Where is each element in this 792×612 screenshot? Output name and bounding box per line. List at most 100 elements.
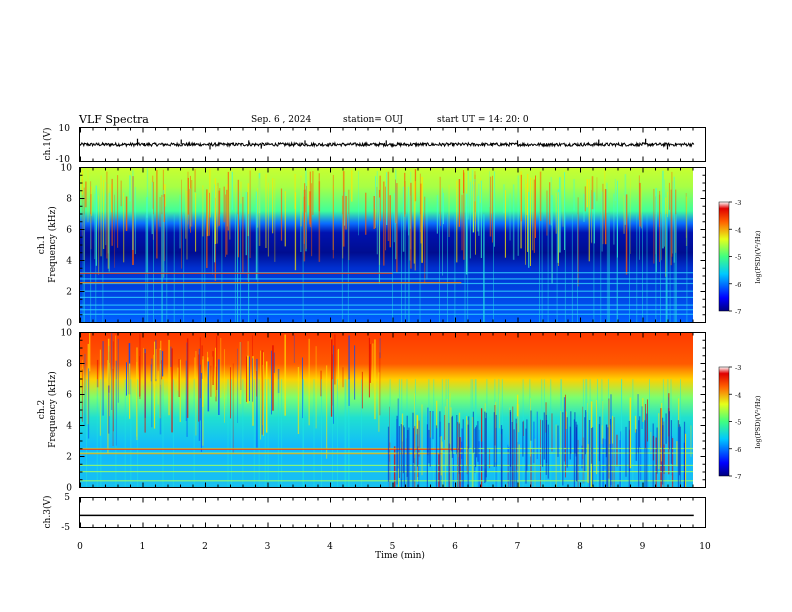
spectrogram-streak: [111, 333, 113, 410]
colorbar-label: log(PSD)(V²/Hz): [754, 230, 762, 283]
spectrogram-impulse: [550, 379, 552, 487]
spectrogram-impulse: [392, 214, 393, 322]
waveform-ch1-ylabel: ch.1(V): [42, 128, 53, 161]
spectrogram-streak: [134, 186, 136, 255]
spectrogram-streak: [640, 447, 642, 481]
spectrogram-impulse: [257, 214, 259, 322]
spectrogram-impulse: [597, 379, 598, 487]
spectrogram-streak: [81, 179, 83, 236]
spectrogram-impulse: [467, 214, 469, 322]
spectrogram-streak: [591, 190, 592, 244]
spectrogram-impulse: [464, 214, 466, 322]
spectrogram-impulse: [675, 214, 676, 322]
spectrogram-streak: [123, 192, 125, 263]
x-tick-label: 1: [140, 542, 146, 552]
header-start-time: start UT = 14: 20: 0: [437, 115, 529, 125]
spectrogram-streak: [503, 184, 505, 214]
spectrogram-streak: [378, 372, 380, 432]
spectrogram-streak: [532, 177, 534, 251]
spectrogram-impulse: [404, 214, 406, 322]
spectrogram-streak: [588, 420, 591, 487]
spectrogram-streak: [397, 398, 399, 469]
spectrogram-streak: [457, 424, 459, 487]
spectrogram-impulse: [541, 214, 543, 322]
spectrogram-streak: [280, 188, 283, 241]
spectrogram-streak: [672, 181, 673, 254]
spectrogram-streak: [586, 179, 588, 208]
spectrogram-streak: [252, 356, 254, 426]
spectrogram-streak: [194, 357, 196, 379]
spectrogram-streak: [179, 194, 181, 249]
spectrogram-streak: [555, 424, 557, 487]
x-tick-label: 9: [640, 542, 646, 552]
spectrogram-streak: [334, 334, 336, 385]
spectrogram-streak: [320, 370, 322, 397]
spectrogram-streak: [258, 178, 261, 246]
spectrogram-streak: [326, 365, 328, 459]
spectrogram-streak: [224, 349, 225, 423]
spectrogram-streak: [465, 193, 468, 275]
spectrogram-streak: [191, 180, 193, 227]
spectrogram-streak: [509, 407, 510, 447]
spectrogram-streak: [646, 413, 648, 487]
spectrogram-streak: [485, 412, 487, 478]
spectrogram-streak: [229, 190, 231, 240]
spectrogram-ytick-label: 0: [66, 319, 72, 329]
spectrogram-impulse: [124, 379, 126, 487]
spectrogram-streak: [583, 193, 585, 222]
x-tick-label: 3: [265, 542, 271, 552]
spectrogram-streak: [81, 369, 83, 422]
spectrogram-impulse: [582, 379, 584, 487]
spectrogram-impulse: [419, 214, 421, 322]
spectrogram-streak: [472, 411, 474, 453]
spectrogram-impulse: [529, 379, 531, 487]
spectrogram-impulse: [258, 379, 260, 487]
spectrogram-streak: [533, 421, 535, 464]
spectrogram-streak: [406, 415, 408, 477]
spectrogram-streak: [426, 424, 428, 487]
spectrogram-streak: [478, 183, 480, 236]
spectrogram-impulse: [667, 379, 669, 487]
spectrogram-streak: [218, 359, 220, 415]
spectrogram-streak: [178, 359, 180, 397]
spectrogram-impulse: [183, 214, 185, 322]
spectrogram-impulse: [498, 379, 500, 487]
spectrogram-streak: [266, 361, 268, 433]
spectrogram-streak: [635, 429, 637, 461]
spectrogram-ytick-label: 6: [66, 226, 72, 236]
spectrogram-impulse: [447, 379, 449, 487]
spectrogram-streak: [601, 400, 604, 452]
spectrogram-streak: [468, 416, 470, 449]
spectrogram-streak: [85, 181, 87, 208]
spectrogram-streak: [216, 185, 218, 244]
spectrogram-streak: [466, 416, 467, 466]
spectrogram-streak: [414, 393, 416, 459]
spectrogram-streak: [379, 175, 381, 221]
spectrogram-streak: [640, 188, 642, 229]
spectrogram-streak: [466, 168, 468, 207]
spectrogram-streak: [368, 337, 370, 398]
spectrogram-impulse: [240, 214, 241, 322]
spectrogram-streak: [620, 431, 622, 487]
spectrogram-ytick-label: 6: [66, 391, 72, 401]
spectrogram-impulse: [115, 379, 117, 487]
spectrogram-streak: [533, 179, 535, 253]
spectrogram-streak: [410, 182, 412, 269]
spectrogram-streak: [393, 193, 395, 243]
spectrogram-streak: [587, 444, 589, 484]
spectrogram-streak: [186, 338, 189, 418]
spectrogram-streak: [458, 422, 460, 487]
spectrogram-streak: [312, 171, 314, 215]
spectrogram-streak: [358, 171, 359, 236]
spectrogram-streak: [105, 182, 107, 204]
spectrogram-streak: [509, 410, 511, 487]
spectrogram-streak: [530, 410, 532, 441]
spectrogram-impulse: [547, 214, 549, 322]
spectrogram-streak: [670, 420, 672, 464]
spectrogram-streak: [150, 364, 152, 382]
spectrogram-streak: [638, 175, 640, 220]
spectrogram-streak: [462, 419, 464, 487]
spectrogram-streak: [653, 188, 655, 264]
spectrogram-impulse: [337, 379, 338, 487]
spectrogram-streak: [103, 179, 105, 249]
